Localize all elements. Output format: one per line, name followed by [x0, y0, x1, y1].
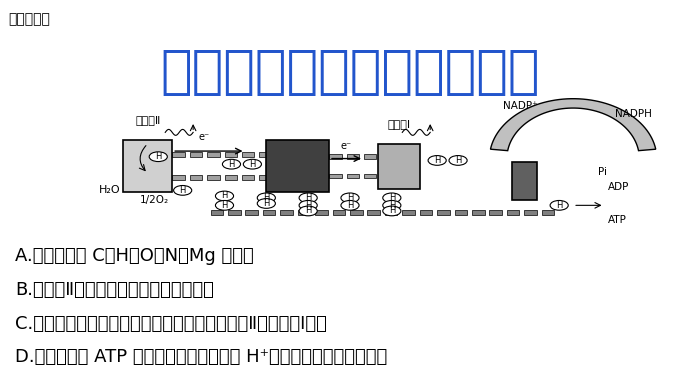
Bar [364, 173, 377, 178]
Text: 1/2O₂: 1/2O₂ [140, 196, 169, 205]
Bar [454, 210, 467, 215]
Bar [172, 175, 185, 180]
Text: 光系统Ⅰ: 光系统Ⅰ [387, 119, 410, 129]
Circle shape [223, 159, 241, 169]
Circle shape [216, 201, 234, 210]
Bar [329, 154, 342, 159]
Circle shape [299, 193, 317, 203]
Bar [402, 210, 415, 215]
Text: H: H [155, 152, 162, 161]
Text: NADP⁺: NADP⁺ [503, 101, 538, 111]
Text: ADP: ADP [608, 182, 629, 192]
Circle shape [550, 201, 568, 210]
Bar [438, 210, 449, 215]
Bar [542, 210, 554, 215]
Bar [368, 210, 380, 215]
Bar [350, 210, 363, 215]
Bar [346, 154, 359, 159]
Polygon shape [491, 99, 656, 151]
Text: B.光系统Ⅱ只具有捕获、转化光能的作用: B.光系统Ⅱ只具有捕获、转化光能的作用 [15, 281, 214, 299]
Bar [346, 173, 359, 178]
Bar [190, 152, 202, 157]
Bar [332, 210, 345, 215]
Text: D.光合作用中 ATP 合成的直接驱动力来自 H⁺浓度差形成的电化学梯度: D.光合作用中 ATP 合成的直接驱动力来自 H⁺浓度差形成的电化学梯度 [15, 348, 388, 366]
Bar [280, 210, 293, 215]
Text: H: H [179, 186, 186, 195]
Bar [260, 152, 272, 157]
Bar [329, 173, 342, 178]
Bar [225, 175, 237, 180]
Text: H: H [263, 193, 270, 202]
Text: H₂O: H₂O [99, 185, 120, 195]
Bar [298, 210, 310, 215]
Text: A.光系统含有 C、H、O、N、Mg 等元素: A.光系统含有 C、H、O、N、Mg 等元素 [15, 247, 254, 265]
Circle shape [341, 193, 359, 203]
Circle shape [383, 201, 401, 210]
Text: H: H [221, 192, 228, 201]
Text: H: H [263, 199, 270, 208]
Text: ATP: ATP [608, 215, 626, 225]
Bar [472, 210, 484, 215]
Bar [364, 154, 377, 159]
Bar [207, 152, 220, 157]
Bar [524, 210, 537, 215]
Bar [207, 175, 220, 180]
Circle shape [216, 191, 234, 201]
Circle shape [299, 206, 317, 216]
Bar [242, 175, 255, 180]
Circle shape [428, 156, 446, 165]
Text: H: H [346, 193, 354, 202]
Bar [211, 210, 223, 215]
Text: H: H [221, 201, 228, 210]
Text: Pi: Pi [598, 167, 606, 177]
Circle shape [341, 201, 359, 210]
Text: H: H [389, 193, 395, 202]
Text: H: H [434, 156, 440, 165]
Bar [246, 210, 258, 215]
FancyBboxPatch shape [123, 140, 172, 192]
Text: 光系统Ⅱ: 光系统Ⅱ [135, 115, 160, 125]
Bar [172, 152, 185, 157]
Bar [228, 210, 241, 215]
Text: H: H [389, 201, 395, 210]
Bar [315, 210, 328, 215]
Circle shape [258, 199, 275, 208]
FancyBboxPatch shape [378, 144, 420, 188]
FancyBboxPatch shape [512, 162, 536, 200]
Text: e⁻: e⁻ [198, 132, 209, 142]
Bar [262, 210, 275, 215]
Text: C.有些生物可以进行光合作用，但不具备光系统Ⅱ和光系统Ⅰ结构: C.有些生物可以进行光合作用，但不具备光系统Ⅱ和光系统Ⅰ结构 [15, 314, 327, 333]
Text: H: H [228, 160, 235, 169]
Circle shape [449, 156, 467, 165]
Circle shape [299, 201, 317, 210]
Text: H: H [455, 156, 461, 165]
Text: NADPH: NADPH [615, 109, 652, 119]
Bar [225, 152, 237, 157]
Text: H: H [389, 207, 395, 215]
Text: 微信公众号关注：趣找答案: 微信公众号关注：趣找答案 [160, 46, 540, 98]
FancyBboxPatch shape [266, 140, 329, 192]
Text: H: H [249, 160, 256, 169]
Bar [190, 175, 202, 180]
Text: 法错误的是: 法错误的是 [8, 12, 50, 27]
Text: e⁻: e⁻ [341, 141, 352, 151]
Circle shape [383, 206, 401, 216]
Text: H: H [556, 201, 562, 210]
Text: H: H [305, 207, 312, 215]
Circle shape [174, 185, 192, 195]
Bar [489, 210, 502, 215]
Bar [260, 175, 272, 180]
Text: H: H [305, 193, 312, 202]
Bar [242, 152, 255, 157]
Text: H: H [305, 201, 312, 210]
Circle shape [258, 193, 275, 203]
Circle shape [149, 152, 167, 162]
Text: H: H [346, 201, 354, 210]
Bar [385, 210, 398, 215]
Circle shape [383, 193, 401, 203]
Circle shape [244, 159, 262, 169]
Bar [507, 210, 519, 215]
Bar [420, 210, 433, 215]
